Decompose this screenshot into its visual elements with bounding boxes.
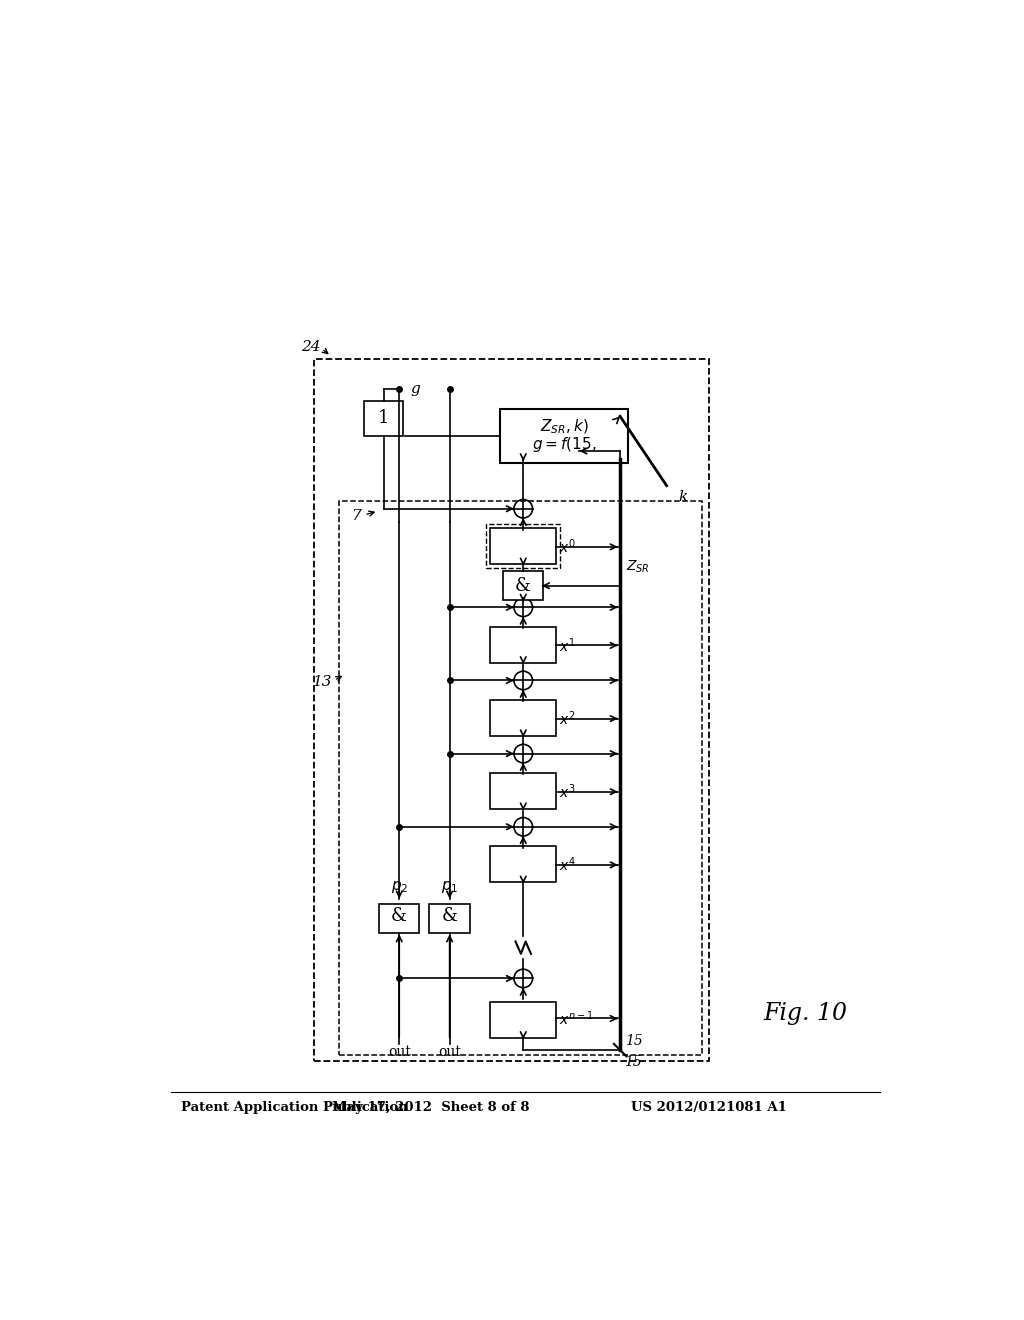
Text: $p_2$: $p_2$ bbox=[390, 879, 408, 895]
Bar bbox=[486, 524, 560, 568]
Text: out: out bbox=[388, 1044, 411, 1059]
Text: 24: 24 bbox=[301, 341, 321, 354]
Text: out: out bbox=[438, 1044, 461, 1059]
Text: $x^4$: $x^4$ bbox=[559, 855, 577, 874]
Bar bbox=[500, 409, 628, 462]
Bar bbox=[490, 846, 556, 882]
Text: 15: 15 bbox=[624, 1055, 642, 1069]
Text: &: & bbox=[515, 577, 531, 595]
Text: $x^{n-1}$: $x^{n-1}$ bbox=[559, 1010, 594, 1028]
Text: k: k bbox=[678, 490, 687, 504]
Text: $x^0$: $x^0$ bbox=[559, 537, 577, 556]
Text: &: & bbox=[441, 907, 458, 925]
Bar bbox=[490, 774, 556, 809]
Text: $Z_{SR}, k)$: $Z_{SR}, k)$ bbox=[540, 417, 588, 436]
Text: $x^3$: $x^3$ bbox=[559, 783, 575, 801]
Text: $g = f(15,$: $g = f(15,$ bbox=[531, 436, 596, 454]
Bar bbox=[490, 700, 556, 737]
Bar bbox=[490, 1002, 556, 1038]
Text: Fig. 10: Fig. 10 bbox=[764, 1002, 848, 1024]
Text: $Z_{SR}$: $Z_{SR}$ bbox=[627, 558, 650, 574]
Text: $x^1$: $x^1$ bbox=[559, 636, 575, 655]
Text: May 17, 2012  Sheet 8 of 8: May 17, 2012 Sheet 8 of 8 bbox=[332, 1101, 529, 1114]
Text: g: g bbox=[411, 383, 421, 396]
Text: US 2012/0121081 A1: US 2012/0121081 A1 bbox=[632, 1101, 787, 1114]
Text: $p_1$: $p_1$ bbox=[441, 879, 459, 895]
Text: 13: 13 bbox=[313, 675, 333, 689]
Text: Patent Application Publication: Patent Application Publication bbox=[180, 1101, 408, 1114]
Bar bbox=[429, 904, 470, 933]
Text: 7: 7 bbox=[351, 510, 360, 524]
Text: 15: 15 bbox=[625, 1034, 642, 1048]
Bar bbox=[379, 904, 420, 933]
Bar bbox=[365, 401, 403, 436]
Bar bbox=[490, 627, 556, 663]
Bar bbox=[490, 528, 556, 564]
Text: &: & bbox=[391, 907, 408, 925]
Bar bbox=[314, 359, 710, 1061]
Text: 1: 1 bbox=[378, 409, 389, 428]
Bar bbox=[503, 572, 544, 601]
Bar bbox=[339, 502, 701, 1056]
Text: $x^2$: $x^2$ bbox=[559, 709, 575, 727]
